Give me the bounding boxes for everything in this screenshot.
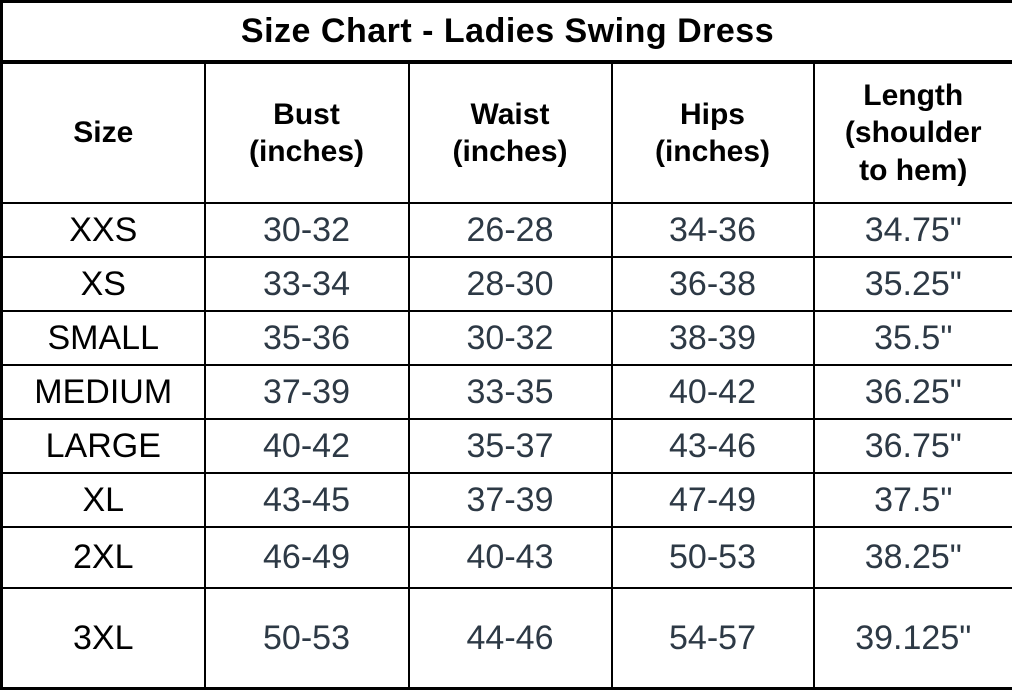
title-row: Size Chart - Ladies Swing Dress xyxy=(0,0,1012,64)
column-header-waist: Waist (inches) xyxy=(407,61,613,204)
waist-value-cell: 44-46 xyxy=(407,587,613,690)
size-label-cell: SMALL xyxy=(0,310,206,366)
bust-value-cell: 37-39 xyxy=(203,364,410,420)
table-row-xs: XS 33-34 28-30 36-38 35.25" xyxy=(0,256,1012,312)
table-row-medium: MEDIUM 37-39 33-35 40-42 36.25" xyxy=(0,364,1012,420)
size-label-cell: LARGE xyxy=(0,418,206,474)
hips-value-cell: 40-42 xyxy=(610,364,815,420)
table-row-3xl: 3XL 50-53 44-46 54-57 39.125" xyxy=(0,587,1012,690)
size-label-cell: XXS xyxy=(0,202,206,258)
length-value-cell: 38.25" xyxy=(812,526,1012,589)
waist-value-cell: 40-43 xyxy=(407,526,613,589)
column-header-hips: Hips (inches) xyxy=(610,61,815,204)
table-row-large: LARGE 40-42 35-37 43-46 36.75" xyxy=(0,418,1012,474)
table-row-xl: XL 43-45 37-39 47-49 37.5" xyxy=(0,472,1012,528)
table-row-xxs: XXS 30-32 26-28 34-36 34.75" xyxy=(0,202,1012,258)
length-value-cell: 35.5" xyxy=(812,310,1012,366)
hips-value-cell: 50-53 xyxy=(610,526,815,589)
bust-value-cell: 46-49 xyxy=(203,526,410,589)
size-label-cell: XS xyxy=(0,256,206,312)
hips-value-cell: 36-38 xyxy=(610,256,815,312)
waist-value-cell: 37-39 xyxy=(407,472,613,528)
waist-value-cell: 33-35 xyxy=(407,364,613,420)
bust-value-cell: 35-36 xyxy=(203,310,410,366)
bust-value-cell: 30-32 xyxy=(203,202,410,258)
size-label-cell: 2XL xyxy=(0,526,206,589)
bust-value-cell: 50-53 xyxy=(203,587,410,690)
size-label-cell: 3XL xyxy=(0,587,206,690)
length-value-cell: 36.25" xyxy=(812,364,1012,420)
hips-value-cell: 54-57 xyxy=(610,587,815,690)
length-value-cell: 35.25" xyxy=(812,256,1012,312)
waist-value-cell: 28-30 xyxy=(407,256,613,312)
hips-value-cell: 47-49 xyxy=(610,472,815,528)
column-header-row: Size Bust (inches) Waist (inches) Hips (… xyxy=(0,61,1012,204)
hips-value-cell: 43-46 xyxy=(610,418,815,474)
column-header-length: Length (shoulder to hem) xyxy=(812,61,1012,204)
hips-value-cell: 38-39 xyxy=(610,310,815,366)
column-header-size: Size xyxy=(0,61,206,204)
size-label-cell: MEDIUM xyxy=(0,364,206,420)
length-value-cell: 37.5" xyxy=(812,472,1012,528)
bust-value-cell: 40-42 xyxy=(203,418,410,474)
chart-title: Size Chart - Ladies Swing Dress xyxy=(0,0,1012,64)
bust-value-cell: 43-45 xyxy=(203,472,410,528)
table-row-small: SMALL 35-36 30-32 38-39 35.5" xyxy=(0,310,1012,366)
column-header-bust: Bust (inches) xyxy=(203,61,410,204)
waist-value-cell: 26-28 xyxy=(407,202,613,258)
hips-value-cell: 34-36 xyxy=(610,202,815,258)
length-value-cell: 39.125" xyxy=(812,587,1012,690)
size-label-cell: XL xyxy=(0,472,206,528)
length-value-cell: 36.75" xyxy=(812,418,1012,474)
bust-value-cell: 33-34 xyxy=(203,256,410,312)
waist-value-cell: 35-37 xyxy=(407,418,613,474)
length-value-cell: 34.75" xyxy=(812,202,1012,258)
table-row-2xl: 2XL 46-49 40-43 50-53 38.25" xyxy=(0,526,1012,589)
waist-value-cell: 30-32 xyxy=(407,310,613,366)
